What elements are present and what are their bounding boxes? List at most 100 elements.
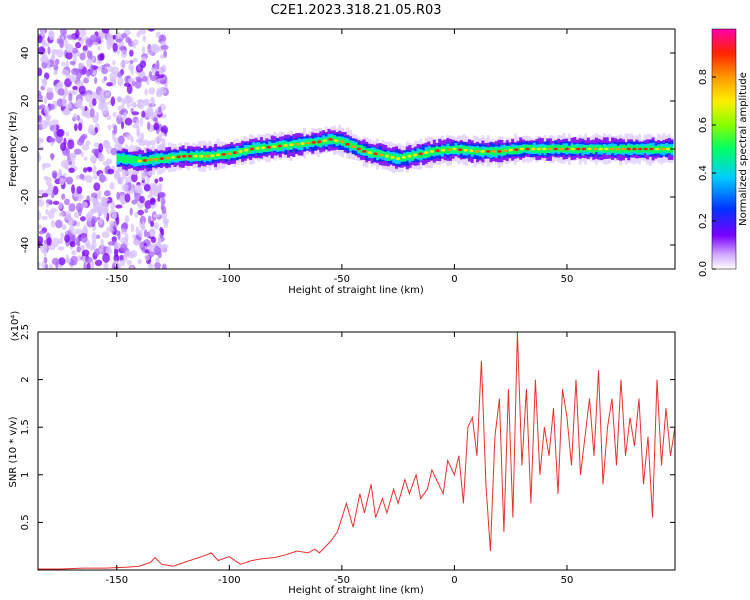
noise-speckle <box>91 208 96 214</box>
noise-speckle <box>38 261 41 268</box>
ridge-hotspot <box>266 145 271 149</box>
noise-speckle <box>116 191 120 200</box>
noise-speckle <box>50 119 59 126</box>
noise-speckle <box>143 100 151 107</box>
noise-speckle <box>77 98 83 107</box>
noise-speckle <box>69 74 77 83</box>
noise-speckle <box>109 220 115 228</box>
noise-speckle <box>48 103 55 111</box>
noise-speckle <box>69 241 76 248</box>
ridge-hotspot <box>300 142 305 146</box>
ridge-band <box>500 147 504 155</box>
ridge-hotspot <box>187 154 193 158</box>
noise-speckle <box>85 38 93 48</box>
ridge-hotspot <box>514 148 519 152</box>
noise-speckle <box>91 239 97 250</box>
ridge-hotspot <box>440 148 446 152</box>
noise-speckle <box>83 224 88 235</box>
noise-speckle <box>136 131 141 138</box>
noise-speckle <box>161 263 167 269</box>
ridge-hotspot <box>519 147 525 151</box>
ridge-hotspot <box>311 141 316 144</box>
noise-speckle <box>152 63 157 69</box>
noise-speckle <box>92 41 99 46</box>
y-tick-label: 0 <box>20 146 31 152</box>
noise-speckle <box>65 210 72 221</box>
noise-speckle <box>116 48 120 55</box>
noise-speckle <box>148 244 153 253</box>
ridge-hotspot <box>609 147 615 151</box>
noise-speckle <box>85 140 91 146</box>
ridge-hotspot <box>289 143 294 147</box>
noise-speckle <box>104 190 111 197</box>
noise-speckle <box>80 233 88 243</box>
noise-speckle <box>150 197 156 206</box>
noise-speckle <box>107 124 112 131</box>
x-tick-label: 0 <box>451 274 457 285</box>
noise-speckle <box>64 234 70 243</box>
noise-speckle <box>104 91 111 98</box>
noise-speckle <box>59 177 65 186</box>
ridge-band <box>629 146 633 153</box>
noise-speckle <box>131 249 138 258</box>
noise-speckle <box>98 247 103 253</box>
x-tick-label: 50 <box>561 274 574 285</box>
ridge-hotspot <box>305 141 311 145</box>
noise-speckle <box>46 90 54 101</box>
noise-speckle <box>48 30 55 41</box>
noise-speckle <box>157 250 162 259</box>
noise-speckle <box>44 119 52 127</box>
noise-speckle <box>150 203 156 209</box>
noise-speckle <box>121 48 127 59</box>
noise-speckle <box>53 64 59 71</box>
ridge-hotspot <box>334 139 339 143</box>
noise-speckle <box>154 261 161 269</box>
noise-speckle <box>42 77 48 88</box>
ridge-hotspot <box>210 154 215 158</box>
noise-speckle <box>113 242 121 250</box>
x-tick-label: -100 <box>218 274 241 285</box>
noise-speckle <box>56 128 64 137</box>
noise-speckle <box>137 259 143 265</box>
noise-speckle <box>153 213 160 218</box>
noise-speckle <box>153 122 160 131</box>
ridge-band <box>354 143 358 150</box>
x-tick-label: 50 <box>561 575 574 586</box>
noise-speckle <box>69 60 76 65</box>
ridge-hotspot <box>508 148 513 152</box>
noise-speckle <box>147 112 155 120</box>
noise-speckle <box>85 175 93 184</box>
noise-speckle <box>48 264 54 269</box>
noise-speckle <box>74 148 82 155</box>
noise-speckle <box>152 184 158 192</box>
ridge-hotspot <box>362 150 367 153</box>
noise-speckle <box>61 69 70 76</box>
noise-speckle <box>72 85 79 90</box>
noise-speckle <box>59 38 64 48</box>
noise-speckle <box>47 46 51 55</box>
ridge-hotspot <box>198 154 204 158</box>
ridge-band <box>394 154 398 160</box>
noise-speckle <box>86 58 93 68</box>
noise-speckle <box>157 74 165 79</box>
noise-speckle <box>38 152 41 162</box>
noise-speckle <box>61 193 66 200</box>
noise-speckle <box>38 67 43 77</box>
ridge-hotspot <box>221 153 226 156</box>
ridge-band <box>130 156 134 164</box>
noise-speckle <box>137 78 144 83</box>
noise-speckle <box>107 168 115 175</box>
ridge-band <box>365 148 369 155</box>
ridge-band <box>235 149 239 157</box>
noise-speckle <box>161 113 167 119</box>
noise-speckle <box>130 265 134 269</box>
noise-speckle <box>120 60 126 69</box>
noise-speckle <box>126 260 133 266</box>
noise-speckle <box>50 137 56 143</box>
noise-speckle <box>40 85 45 91</box>
ridge-band <box>135 156 139 164</box>
ridge-hotspot <box>457 148 463 152</box>
ridge-hotspot <box>272 145 277 149</box>
noise-speckle <box>153 222 159 230</box>
noise-speckle <box>75 41 82 49</box>
